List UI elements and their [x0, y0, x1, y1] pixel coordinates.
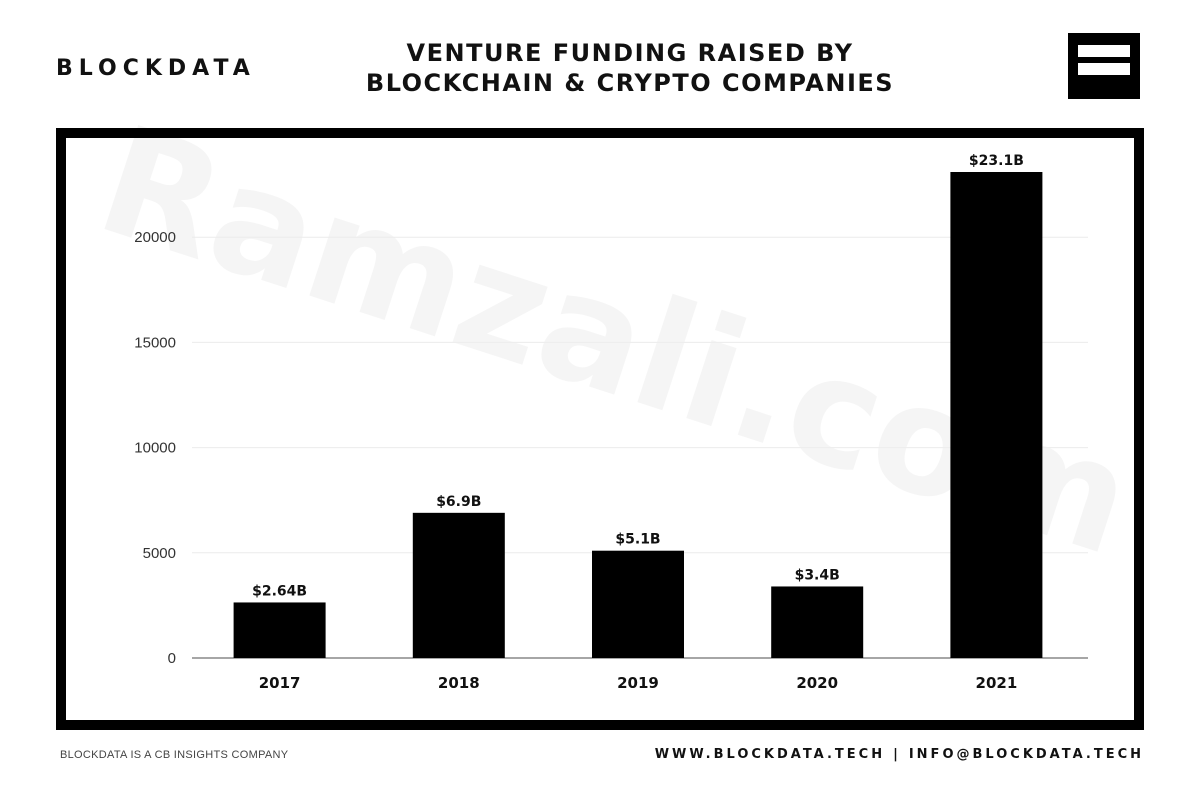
data-label: $2.64B — [252, 583, 307, 599]
y-tick-label: 10000 — [134, 440, 176, 457]
bar — [233, 602, 326, 658]
data-label: $23.1B — [969, 153, 1024, 169]
chart-title: VENTURE FUNDING RAISED BY BLOCKCHAIN & C… — [250, 38, 1010, 98]
footer-separator: | — [893, 747, 901, 762]
footer-company-note: BLOCKDATA IS A CB INSIGHTS COMPANY — [60, 749, 289, 761]
data-label: $6.9B — [436, 494, 481, 510]
y-tick-label: 20000 — [134, 229, 176, 246]
logo-bar-bottom — [1078, 63, 1130, 75]
footer-contact: WWW.BLOCKDATA.TECH | INFO@BLOCKDATA.TECH — [655, 747, 1144, 762]
y-tick-label: 5000 — [143, 545, 176, 562]
x-tick-label: 2017 — [259, 674, 301, 692]
x-tick-label: 2020 — [796, 674, 838, 692]
x-tick-label: 2021 — [976, 674, 1018, 692]
bar — [412, 512, 505, 658]
chart-title-line-2: BLOCKCHAIN & CRYPTO COMPANIES — [365, 69, 895, 97]
data-label: $5.1B — [615, 532, 660, 548]
footer-email-link[interactable]: INFO@BLOCKDATA.TECH — [908, 747, 1144, 762]
labels: 0 5000 10000 15000 20000 $2.64B 2017 $6.9B 2018 $… — [134, 153, 1024, 692]
footer-website-link[interactable]: WWW.BLOCKDATA.TECH — [654, 747, 886, 762]
blockdata-logo-icon — [1068, 33, 1140, 99]
bar — [592, 550, 684, 658]
y-tick-label: 0 — [168, 650, 176, 667]
bars — [233, 172, 1043, 658]
bar — [771, 586, 864, 658]
y-tick-label: 15000 — [134, 334, 176, 351]
logo-bar-top — [1078, 45, 1130, 57]
chart-title-line-1: VENTURE FUNDING RAISED BY — [406, 39, 854, 67]
x-tick-label: 2019 — [617, 674, 659, 692]
bar — [950, 172, 1043, 658]
brand-wordmark: BLOCKDATA — [56, 56, 256, 81]
x-tick-label: 2018 — [438, 674, 480, 692]
data-label: $3.4B — [795, 567, 840, 583]
